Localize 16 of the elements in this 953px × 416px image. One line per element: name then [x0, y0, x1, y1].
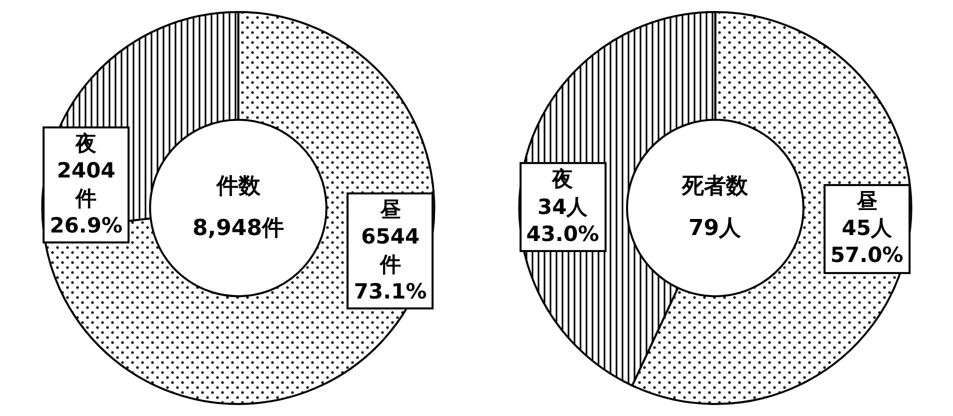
data-label: 34人	[536, 194, 589, 221]
text: 57.0%	[830, 243, 904, 268]
text: 43.0%	[526, 222, 600, 246]
slice-label: 昼	[378, 196, 402, 224]
slice-label: 夜	[74, 130, 98, 158]
text: 73.1%	[354, 279, 427, 304]
data-label: 45人	[840, 215, 893, 242]
data-label: 6544件	[360, 224, 421, 278]
data-label: 2404件	[56, 158, 116, 212]
text: 26.9%	[50, 213, 123, 238]
text: 79人	[687, 215, 742, 243]
slice-label: 昼	[855, 188, 878, 215]
text: 件数	[215, 173, 262, 202]
text: 8,948件	[192, 215, 284, 243]
slice-label: 夜	[550, 166, 574, 194]
text: 死者数	[682, 173, 748, 202]
